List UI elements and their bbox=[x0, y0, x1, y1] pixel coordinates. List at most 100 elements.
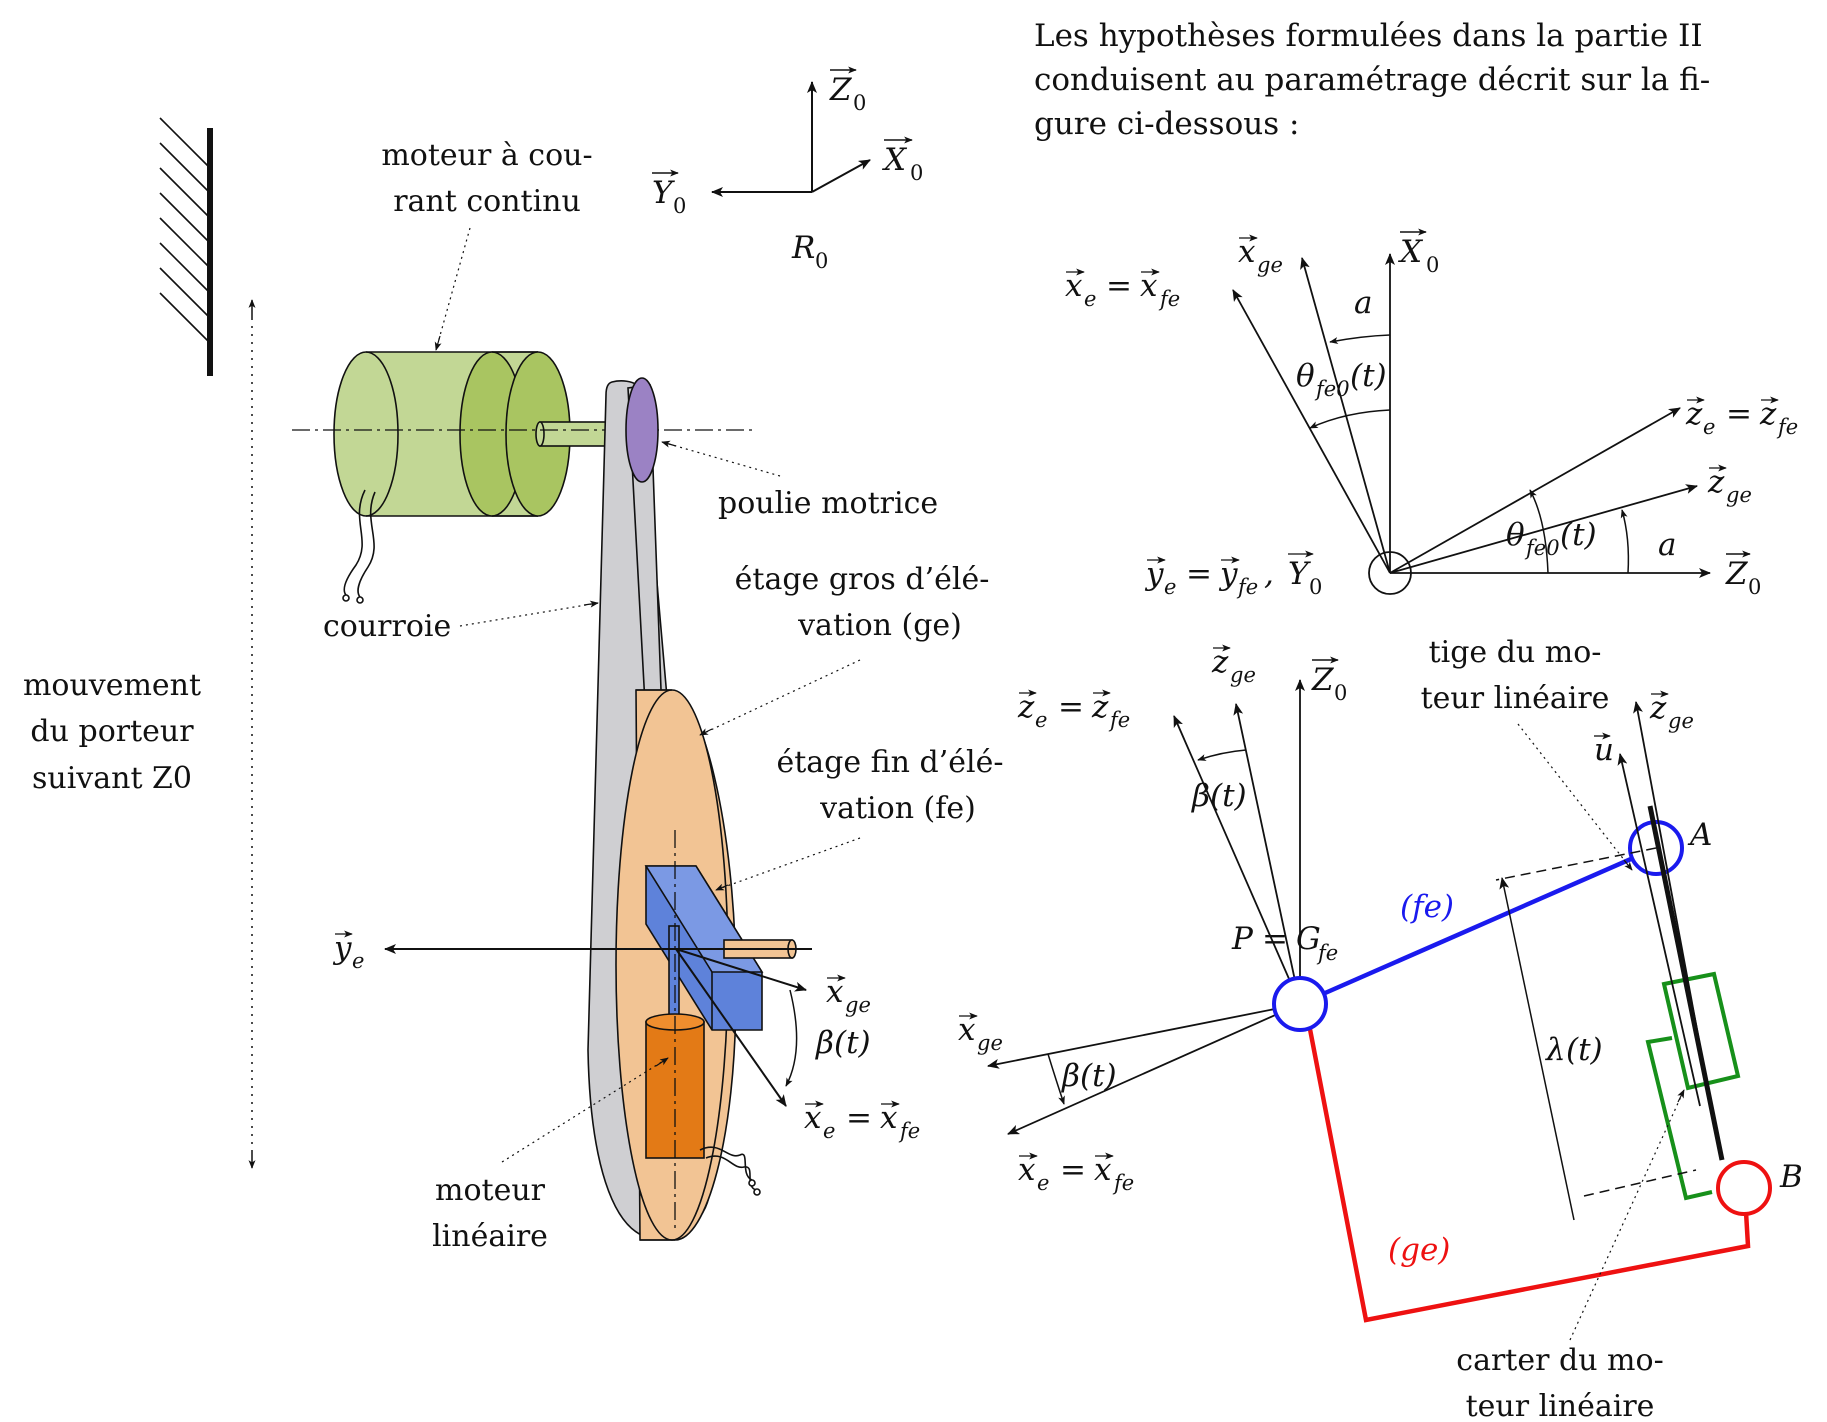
svg-text:X: X bbox=[882, 142, 908, 178]
svg-text:fe0: fe0 bbox=[1524, 536, 1560, 560]
svg-text:e: e bbox=[1164, 575, 1176, 599]
svg-text:x: x bbox=[1065, 268, 1083, 304]
intro-line-2: conduisent au paramétrage décrit sur la … bbox=[1034, 62, 1711, 98]
svg-text:Y: Y bbox=[652, 175, 675, 211]
svg-text:0: 0 bbox=[910, 161, 923, 185]
svg-text:ge: ge bbox=[845, 993, 871, 1017]
svg-text:fe: fe bbox=[1108, 708, 1130, 732]
svg-text:x: x bbox=[1238, 234, 1256, 270]
svg-text:θ: θ bbox=[1506, 517, 1525, 553]
svg-text:fe: fe bbox=[1776, 415, 1798, 439]
svg-text:fe: fe bbox=[1236, 575, 1258, 599]
svg-text:λ: λ bbox=[1544, 1032, 1566, 1068]
svg-text:e: e bbox=[352, 949, 364, 973]
svg-text:z: z bbox=[1685, 396, 1703, 432]
svg-text:,: , bbox=[1264, 556, 1274, 592]
intro-line-1: Les hypothèses formulées dans la partie … bbox=[1034, 18, 1703, 54]
svg-text:Z: Z bbox=[1725, 556, 1748, 592]
svg-text:=: = bbox=[1726, 396, 1752, 432]
svg-text:du porteur: du porteur bbox=[30, 714, 194, 749]
svg-text:x: x bbox=[958, 1012, 976, 1048]
svg-text:moteur à cou-: moteur à cou- bbox=[381, 138, 592, 173]
svg-text:y: y bbox=[1144, 556, 1164, 592]
svg-text:u: u bbox=[1594, 732, 1614, 768]
svg-text:étage gros d’élé-: étage gros d’élé- bbox=[735, 562, 990, 597]
svg-text:Z: Z bbox=[829, 72, 852, 108]
svg-text:B: B bbox=[1779, 1159, 1803, 1195]
angle-figure bbox=[1232, 253, 1711, 595]
svg-text:étage fin d’élé-: étage fin d’élé- bbox=[776, 745, 1003, 780]
svg-text:=: = bbox=[1060, 1152, 1086, 1188]
svg-text:ge: ge bbox=[977, 1031, 1003, 1055]
svg-text:courroie: courroie bbox=[323, 609, 451, 644]
svg-text:(ge): (ge) bbox=[1388, 1232, 1450, 1268]
dc-motor bbox=[333, 351, 611, 604]
schematic-labels: z ge Z 0 z e = z fe β (t) P = G fe (fe) … bbox=[958, 635, 1803, 1422]
svg-text:z: z bbox=[1759, 396, 1777, 432]
svg-text:ge: ge bbox=[1230, 663, 1256, 687]
svg-text:teur linéaire: teur linéaire bbox=[1466, 1389, 1655, 1422]
svg-text:e: e bbox=[1703, 415, 1715, 439]
svg-text:ge: ge bbox=[1257, 253, 1283, 277]
svg-text:vation (fe): vation (fe) bbox=[819, 791, 976, 826]
svg-text:y: y bbox=[1218, 556, 1238, 592]
svg-text:0: 0 bbox=[815, 249, 828, 273]
svg-text:teur linéaire: teur linéaire bbox=[1421, 681, 1610, 716]
svg-text:(t): (t) bbox=[1566, 1032, 1603, 1068]
svg-text:a: a bbox=[1354, 285, 1372, 321]
intro-paragraph: Les hypothèses formulées dans la partie … bbox=[1034, 14, 1754, 146]
svg-text:=: = bbox=[846, 1100, 872, 1136]
svg-text:carter du mo-: carter du mo- bbox=[1456, 1343, 1663, 1378]
svg-text:moteur: moteur bbox=[435, 1173, 546, 1208]
schematic-links bbox=[1272, 805, 1772, 1323]
svg-text:fe: fe bbox=[1158, 287, 1180, 311]
svg-text:x: x bbox=[1094, 1152, 1112, 1188]
svg-text:z: z bbox=[1211, 644, 1229, 680]
svg-text:Y: Y bbox=[1288, 556, 1311, 592]
svg-text:fe: fe bbox=[1316, 941, 1338, 965]
angle-figure-labels: X 0 x ge x e = x fe a θ fe0 (t) z e = z … bbox=[1065, 228, 1798, 599]
svg-text:=: = bbox=[1262, 921, 1288, 957]
svg-text:e: e bbox=[1037, 1171, 1049, 1195]
svg-text:x: x bbox=[1018, 1152, 1036, 1188]
svg-text:suivant Z0: suivant Z0 bbox=[32, 761, 192, 796]
svg-text:0: 0 bbox=[1334, 681, 1347, 705]
svg-text:0: 0 bbox=[1748, 575, 1761, 599]
svg-text:e: e bbox=[1035, 708, 1047, 732]
svg-text:ge: ge bbox=[1668, 709, 1694, 733]
svg-text:P: P bbox=[1231, 921, 1254, 957]
svg-text:(t): (t) bbox=[1210, 778, 1247, 814]
svg-text:fe0: fe0 bbox=[1314, 377, 1350, 401]
frame-r0: Z 0 Y 0 X 0 R 0 bbox=[652, 66, 923, 273]
svg-text:mouvement: mouvement bbox=[23, 668, 201, 703]
svg-text:A: A bbox=[1687, 817, 1712, 853]
svg-text:=: = bbox=[1058, 689, 1084, 725]
svg-text:ge: ge bbox=[1726, 483, 1752, 507]
svg-text:0: 0 bbox=[853, 91, 866, 115]
svg-text:x: x bbox=[804, 1100, 822, 1136]
wall bbox=[159, 117, 213, 376]
svg-text:R: R bbox=[791, 230, 815, 266]
svg-text:fe: fe bbox=[898, 1119, 920, 1143]
svg-text:x: x bbox=[1140, 268, 1158, 304]
svg-text:(fe): (fe) bbox=[1400, 889, 1454, 925]
svg-text:e: e bbox=[823, 1119, 835, 1143]
svg-text:G: G bbox=[1296, 921, 1321, 957]
svg-text:0: 0 bbox=[673, 194, 686, 218]
svg-text:z: z bbox=[1649, 690, 1667, 726]
svg-text:linéaire: linéaire bbox=[432, 1219, 548, 1254]
svg-text:poulie motrice: poulie motrice bbox=[718, 486, 938, 521]
svg-text:tige du mo-: tige du mo- bbox=[1429, 635, 1602, 670]
svg-text:rant continu: rant continu bbox=[393, 184, 581, 219]
svg-text:Z: Z bbox=[1311, 662, 1334, 698]
svg-text:(t): (t) bbox=[1350, 358, 1387, 394]
svg-text:e: e bbox=[1084, 287, 1096, 311]
svg-text:β: β bbox=[815, 1025, 834, 1061]
intro-line-3: gure ci-dessous : bbox=[1034, 106, 1300, 142]
schematic-tige-arrows bbox=[1495, 701, 1713, 1221]
svg-text:fe: fe bbox=[1112, 1171, 1134, 1195]
schematic-axes bbox=[987, 679, 1305, 1135]
svg-text:X: X bbox=[1398, 234, 1424, 270]
svg-text:(t): (t) bbox=[1080, 1058, 1117, 1094]
svg-text:=: = bbox=[1186, 556, 1212, 592]
